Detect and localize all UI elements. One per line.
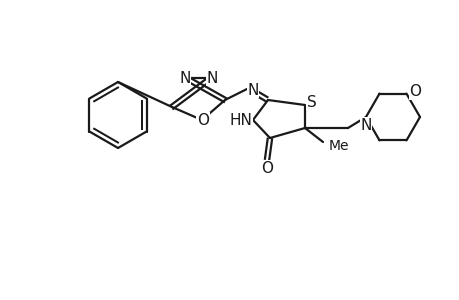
Text: N: N [247, 82, 258, 98]
Text: N: N [206, 70, 217, 86]
Text: HN: HN [229, 112, 252, 128]
Text: N: N [359, 118, 371, 133]
Text: O: O [260, 160, 272, 175]
Text: O: O [409, 84, 420, 99]
Text: S: S [307, 94, 316, 110]
Text: O: O [196, 112, 208, 128]
Text: N: N [179, 70, 190, 86]
Text: Me: Me [328, 139, 349, 153]
